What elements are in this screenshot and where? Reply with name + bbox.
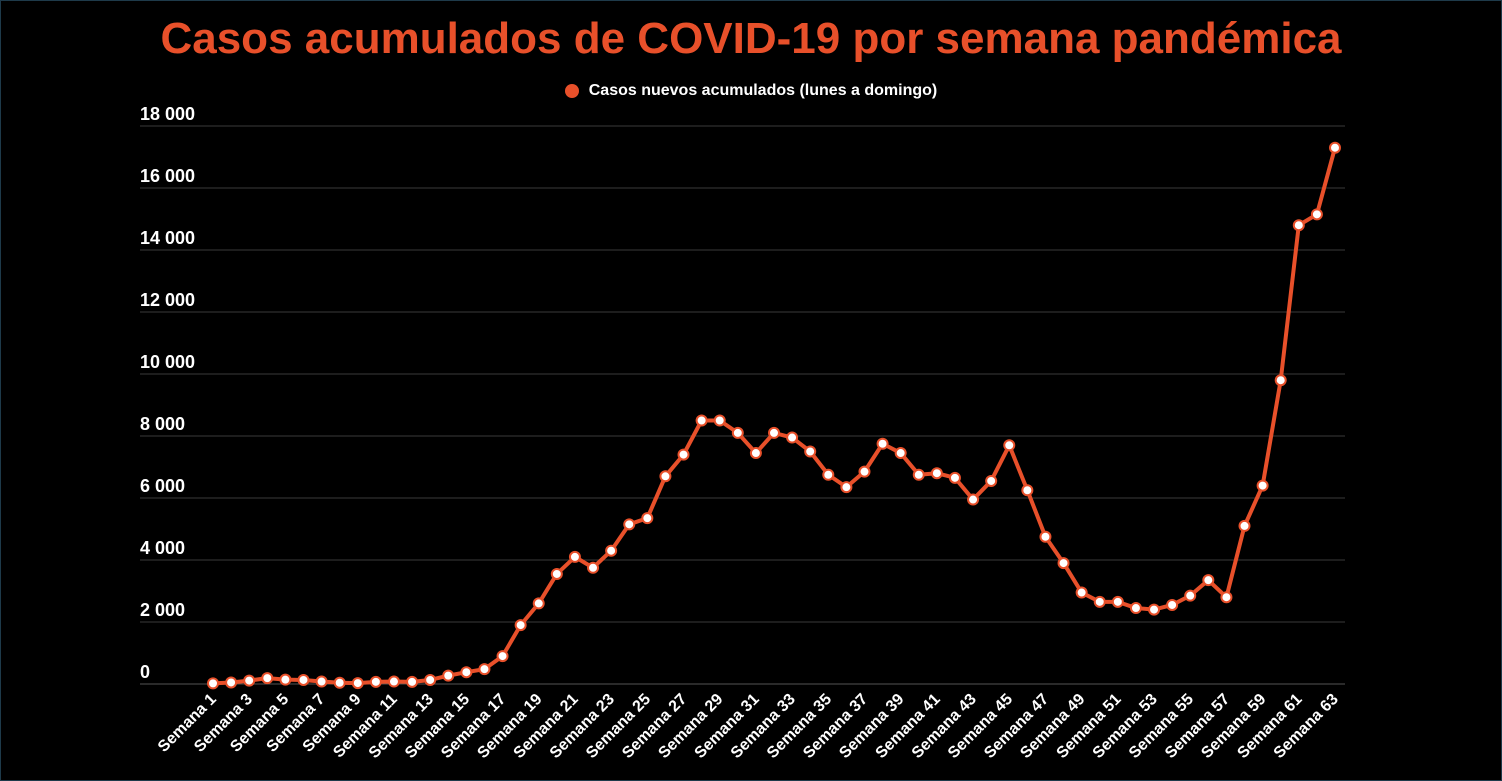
data-point [406,675,419,688]
data-point [207,677,219,690]
data-point [478,663,491,676]
data-point [804,445,817,458]
data-point [1292,219,1305,232]
grid-lines [140,125,1345,685]
data-point [858,465,871,478]
data-point [424,673,437,686]
data-point [930,467,943,480]
y-tick-label: 12 000 [140,290,195,310]
series-points [207,141,1341,690]
y-tick-label: 14 000 [140,228,195,248]
legend-marker [564,84,579,98]
data-point [876,437,889,450]
data-point [1202,574,1215,587]
data-point [713,414,726,427]
data-point [768,426,780,439]
data-point [243,674,256,687]
y-tick-label: 18 000 [140,104,195,124]
y-axis-ticks: 0 2 000 4 000 6 000 8 000 10 000 12 000 14 000 1… [140,104,195,682]
data-point [1238,519,1251,532]
data-point [967,493,980,506]
data-point [659,470,672,483]
data-point [1310,208,1323,221]
y-tick-label: 4 000 [140,538,185,558]
y-tick-label: 10 000 [140,352,195,372]
data-point [1256,479,1269,492]
data-point [496,650,509,663]
data-point [369,675,382,688]
data-point [985,474,998,487]
data-point [279,673,292,686]
data-point [1021,484,1034,497]
data-point [587,561,600,574]
data-point [225,676,238,689]
y-tick-label: 2 000 [140,600,185,620]
y-tick-label: 8 000 [140,414,185,434]
data-point [786,431,799,444]
legend-label: Casos nuevos acumulados (lunes a domingo… [588,82,938,99]
data-point [514,619,527,632]
data-point [948,471,961,484]
data-point [1220,591,1233,604]
legend: Casos nuevos acumulados (lunes a domingo… [0,82,1502,100]
data-point [912,468,925,481]
data-point [1184,589,1197,602]
data-point [351,677,364,690]
data-point [261,672,274,685]
data-point [1039,530,1052,543]
data-point [1148,603,1161,616]
data-point [1166,598,1179,611]
data-point [695,414,708,427]
data-point [1093,595,1106,608]
data-point [532,597,545,610]
data-point [641,512,654,525]
data-point [1129,602,1142,615]
data-point [1003,439,1016,452]
data-point [1329,141,1341,154]
data-point [442,669,455,682]
data-point [822,468,835,481]
data-point [677,448,690,461]
y-tick-label: 6 000 [140,476,185,496]
data-point [605,544,618,557]
data-point [333,676,346,689]
data-point [1057,557,1070,570]
y-tick-label: 0 [140,662,150,682]
chart-title: Casos acumulados de COVID-19 por semana … [160,14,1342,63]
data-point [387,675,400,688]
data-point [315,675,328,688]
data-point [297,673,310,686]
y-tick-label: 16 000 [140,166,195,186]
data-point [731,426,744,439]
data-point [749,447,762,460]
data-point [1274,374,1287,387]
data-point [623,518,636,531]
data-point [1075,586,1088,599]
data-point [840,481,853,494]
data-point [460,666,473,679]
data-point [568,550,581,563]
data-point [550,567,563,580]
data-point [894,447,907,460]
data-point [1111,595,1124,608]
